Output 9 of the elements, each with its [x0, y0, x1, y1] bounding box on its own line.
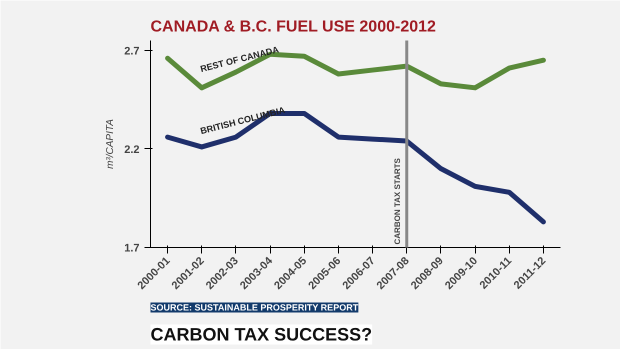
y-tick-label: 2.7 — [124, 45, 140, 58]
chart-title: CANADA & B.C. FUEL USE 2000-2012 — [150, 18, 436, 36]
y-tick-label: 2.2 — [124, 144, 140, 156]
y-tick-label: 1.7 — [124, 242, 140, 254]
text: REST OF CANADA — [199, 44, 280, 74]
text: CARBON TAX SUCCESS? — [150, 324, 372, 344]
source-note: SOURCE: SUSTAINABLE PROSPERITY REPORT — [150, 302, 359, 312]
y-axis-title: m³/CAPITA — [105, 118, 116, 169]
ref-line-label: CARBON TAX STARTS — [392, 157, 402, 244]
